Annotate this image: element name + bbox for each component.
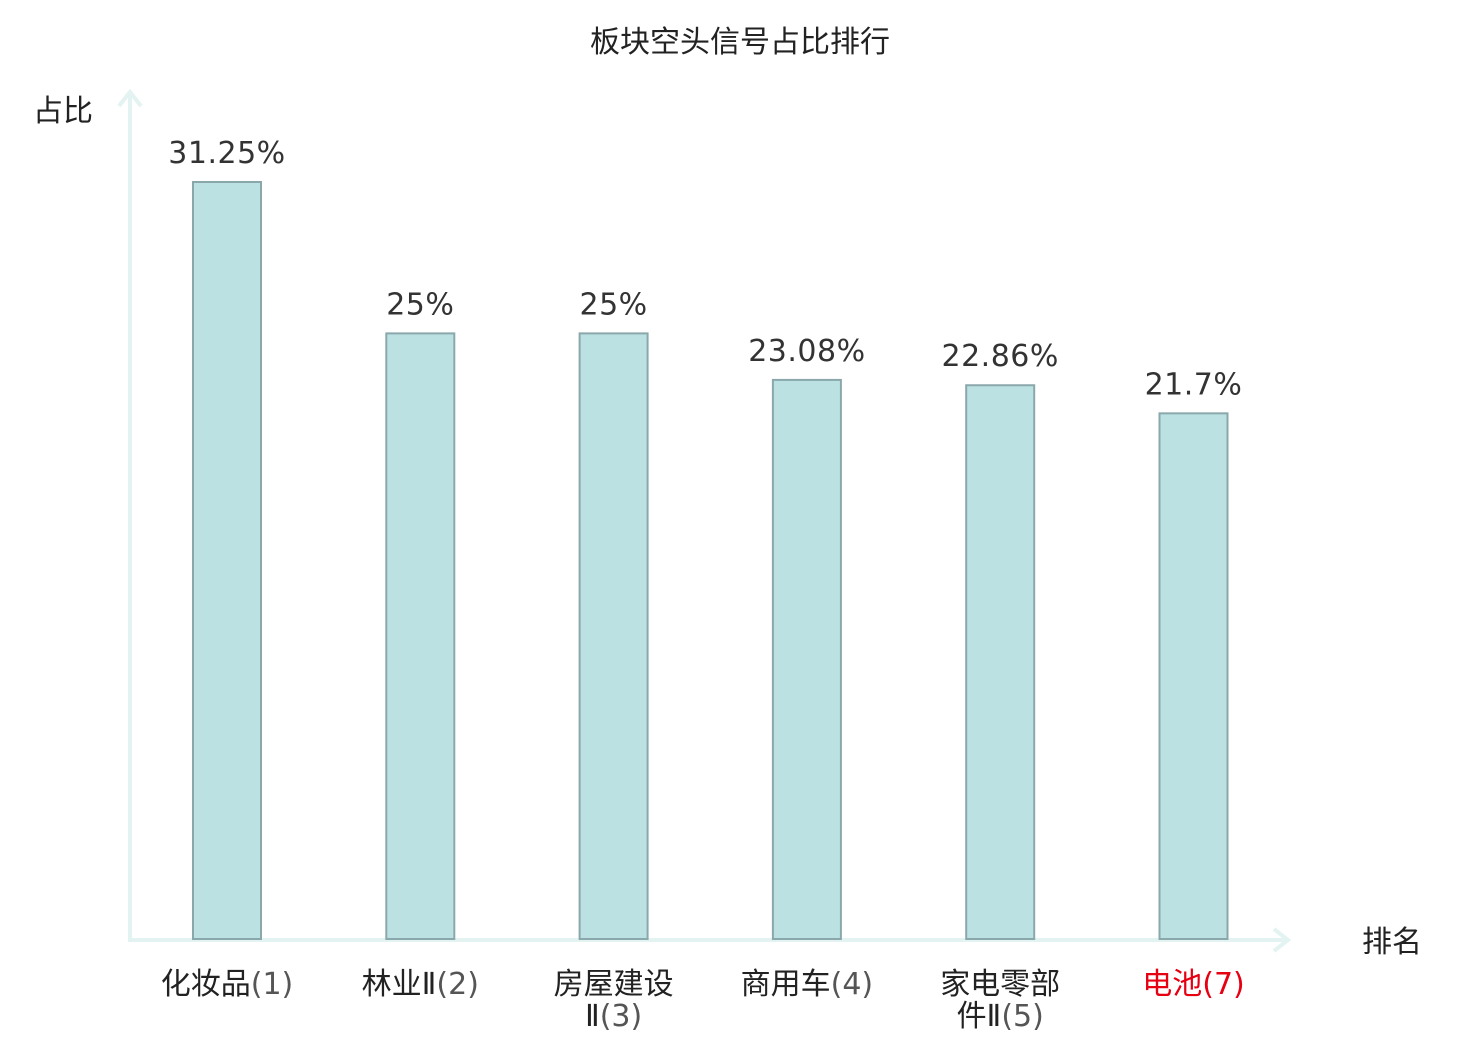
value-label-3: 25% [580,287,648,322]
bar-5 [965,384,1036,940]
category-label-1: 化妆品(1) [161,967,294,1002]
y-axis-arrow-icon [117,88,143,108]
bar-4 [771,378,842,940]
category-labels-group: 化妆品(1) 林业Ⅱ(2) 房屋建设 Ⅱ(3) 商用车(4) 家电零部件Ⅱ(5) 电池(7) [161,967,1245,1034]
value-label-6: 21.7% [1145,367,1243,402]
category-label-3: 房屋建设 Ⅱ(3) [554,967,674,1034]
category-label-2: 林业Ⅱ(2) [362,967,479,1002]
bars-group [192,181,1229,941]
bar-2 [385,332,456,940]
value-label-4: 23.08% [748,334,865,369]
bar-1 [192,181,262,940]
x-axis-arrow-icon [1272,927,1292,953]
axes [117,88,1292,953]
bar-6 [1158,412,1229,941]
bar-3 [578,332,649,940]
value-label-2: 25% [386,287,454,322]
y-axis-label: 占比 [33,94,93,129]
value-label-1: 31.25% [168,136,285,171]
value-labels-group: 31.25% 25% 25% 23.08% 22.86% 21.7% [168,136,1242,402]
chart-title: 板块空头信号占比排行 [590,25,890,60]
category-label-4: 商用车(4) [741,967,874,1002]
category-label-5: 家电零部件Ⅱ(5) [940,967,1060,1034]
x-axis-label: 排名 [1362,925,1422,960]
value-label-5: 22.86% [942,339,1059,374]
category-label-6: 电池(7) [1142,967,1245,1002]
